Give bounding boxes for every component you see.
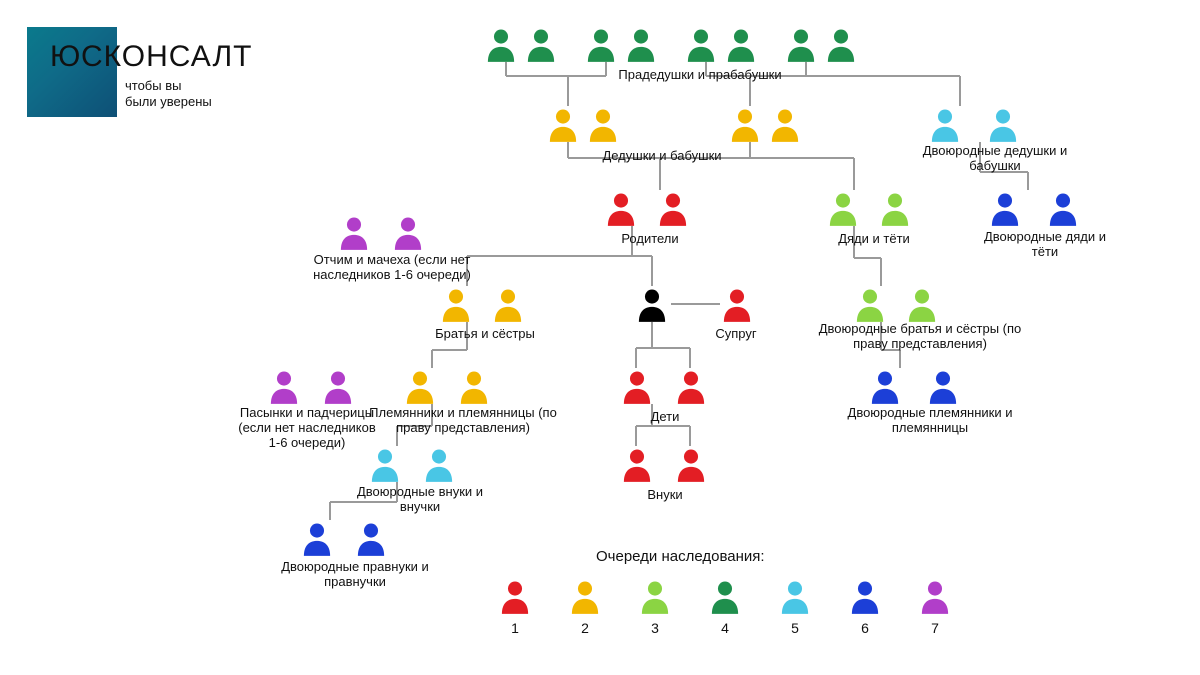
person-icon bbox=[393, 216, 423, 250]
group-label: Двоюродные братья и сёстры (по праву пре… bbox=[810, 322, 1030, 352]
person-icon bbox=[626, 28, 656, 62]
person-icon bbox=[586, 28, 616, 62]
person-icon bbox=[676, 370, 706, 404]
group-label: Двоюродные дяди и тёти bbox=[980, 230, 1110, 260]
person-icon bbox=[988, 108, 1018, 142]
group-label: Отчим и мачеха (если нет наследников 1-6… bbox=[307, 253, 477, 283]
person-icon bbox=[269, 370, 299, 404]
person-icon bbox=[637, 288, 667, 322]
legend-person-icon bbox=[500, 580, 530, 614]
legend-number: 4 bbox=[715, 620, 735, 636]
legend-title: Очереди наследования: bbox=[596, 548, 765, 565]
person-icon bbox=[658, 192, 688, 226]
person-icon bbox=[424, 448, 454, 482]
group-label: Внуки bbox=[635, 488, 695, 503]
group-label: Дети bbox=[635, 410, 695, 425]
person-icon bbox=[1048, 192, 1078, 226]
person-icon bbox=[302, 522, 332, 556]
group-label: Супруг bbox=[706, 327, 766, 342]
legend-person-icon bbox=[780, 580, 810, 614]
person-icon bbox=[770, 108, 800, 142]
legend-number: 6 bbox=[855, 620, 875, 636]
person-icon bbox=[339, 216, 369, 250]
group-label: Двоюродные дедушки и бабушки bbox=[905, 144, 1085, 174]
person-icon bbox=[730, 108, 760, 142]
person-icon bbox=[686, 28, 716, 62]
person-icon bbox=[486, 28, 516, 62]
legend-person-icon bbox=[640, 580, 670, 614]
person-icon bbox=[323, 370, 353, 404]
person-icon bbox=[606, 192, 636, 226]
legend-person-icon bbox=[570, 580, 600, 614]
legend-person-icon bbox=[920, 580, 950, 614]
person-icon bbox=[405, 370, 435, 404]
group-label: Двоюродные правнуки и правнучки bbox=[270, 560, 440, 590]
person-icon bbox=[990, 192, 1020, 226]
person-icon bbox=[907, 288, 937, 322]
group-label: Прадедушки и прабабушки bbox=[590, 68, 810, 83]
person-icon bbox=[726, 28, 756, 62]
person-icon bbox=[828, 192, 858, 226]
person-icon bbox=[928, 370, 958, 404]
group-label: Двоюродные внуки и внучки bbox=[345, 485, 495, 515]
person-icon bbox=[722, 288, 752, 322]
person-icon bbox=[855, 288, 885, 322]
person-icon bbox=[526, 28, 556, 62]
person-icon bbox=[870, 370, 900, 404]
group-label: Дедушки и бабушки bbox=[572, 149, 752, 164]
legend-number: 7 bbox=[925, 620, 945, 636]
legend-number: 2 bbox=[575, 620, 595, 636]
group-label: Дяди и тёти bbox=[824, 232, 924, 247]
legend-number: 1 bbox=[505, 620, 525, 636]
group-label: Племянники и племянницы (по праву предст… bbox=[358, 406, 568, 436]
person-icon bbox=[588, 108, 618, 142]
legend-number: 5 bbox=[785, 620, 805, 636]
person-icon bbox=[930, 108, 960, 142]
person-icon bbox=[493, 288, 523, 322]
person-icon bbox=[622, 448, 652, 482]
group-label: Родители bbox=[605, 232, 695, 247]
person-icon bbox=[356, 522, 386, 556]
person-icon bbox=[459, 370, 489, 404]
person-icon bbox=[826, 28, 856, 62]
group-label: Братья и сёстры bbox=[420, 327, 550, 342]
person-icon bbox=[676, 448, 706, 482]
person-icon bbox=[370, 448, 400, 482]
legend-person-icon bbox=[850, 580, 880, 614]
person-icon bbox=[786, 28, 816, 62]
legend-number: 3 bbox=[645, 620, 665, 636]
person-icon bbox=[441, 288, 471, 322]
legend-person-icon bbox=[710, 580, 740, 614]
person-icon bbox=[548, 108, 578, 142]
person-icon bbox=[622, 370, 652, 404]
person-icon bbox=[880, 192, 910, 226]
group-label: Двоюродные племянники и племянницы bbox=[830, 406, 1030, 436]
